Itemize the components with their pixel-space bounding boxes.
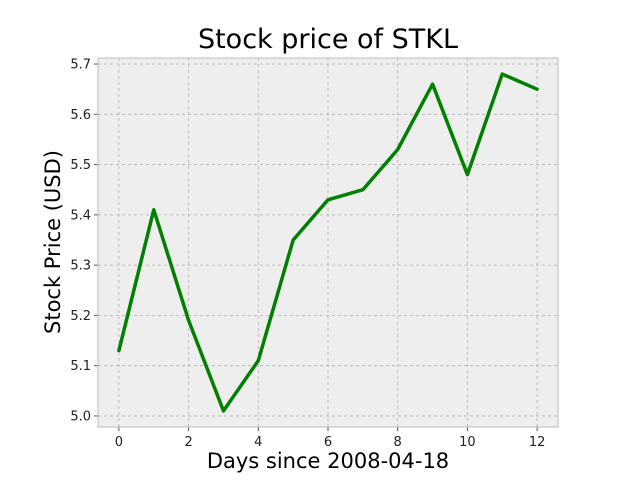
plot-frame xyxy=(97,57,559,428)
x-tick-label: 12 xyxy=(529,435,546,450)
y-tick-label: 5.3 xyxy=(70,259,91,274)
y-axis-label: Stock Price (USD) xyxy=(41,150,65,334)
series-line xyxy=(117,72,539,413)
y-tick-label: 5.1 xyxy=(70,359,91,374)
y-tick-labels: 5.0 5.1 5.2 5.3 5.4 5.5 5.6 5.7 xyxy=(70,58,91,425)
x-axis-label: Days since 2008-04-18 xyxy=(207,449,449,473)
x-tick-label: 8 xyxy=(394,435,402,450)
x-tick-label: 2 xyxy=(184,435,192,450)
y-tick-label: 5.6 xyxy=(70,108,91,123)
chart-title: Stock price of STKL xyxy=(198,24,458,55)
grid-lines xyxy=(98,58,558,427)
y-tick-label: 5.2 xyxy=(70,309,91,324)
x-tick-label: 6 xyxy=(324,435,332,450)
y-tick-label: 5.4 xyxy=(70,208,91,223)
x-tick-label: 4 xyxy=(254,435,262,450)
x-tick-label: 0 xyxy=(115,435,123,450)
axis-ticks xyxy=(94,63,538,431)
x-tick-label: 10 xyxy=(459,435,476,450)
y-tick-label: 5.0 xyxy=(70,409,91,424)
x-tick-labels: 0 2 4 6 8 10 12 xyxy=(115,435,546,450)
y-tick-label: 5.7 xyxy=(70,58,91,73)
y-tick-label: 5.5 xyxy=(70,158,91,173)
